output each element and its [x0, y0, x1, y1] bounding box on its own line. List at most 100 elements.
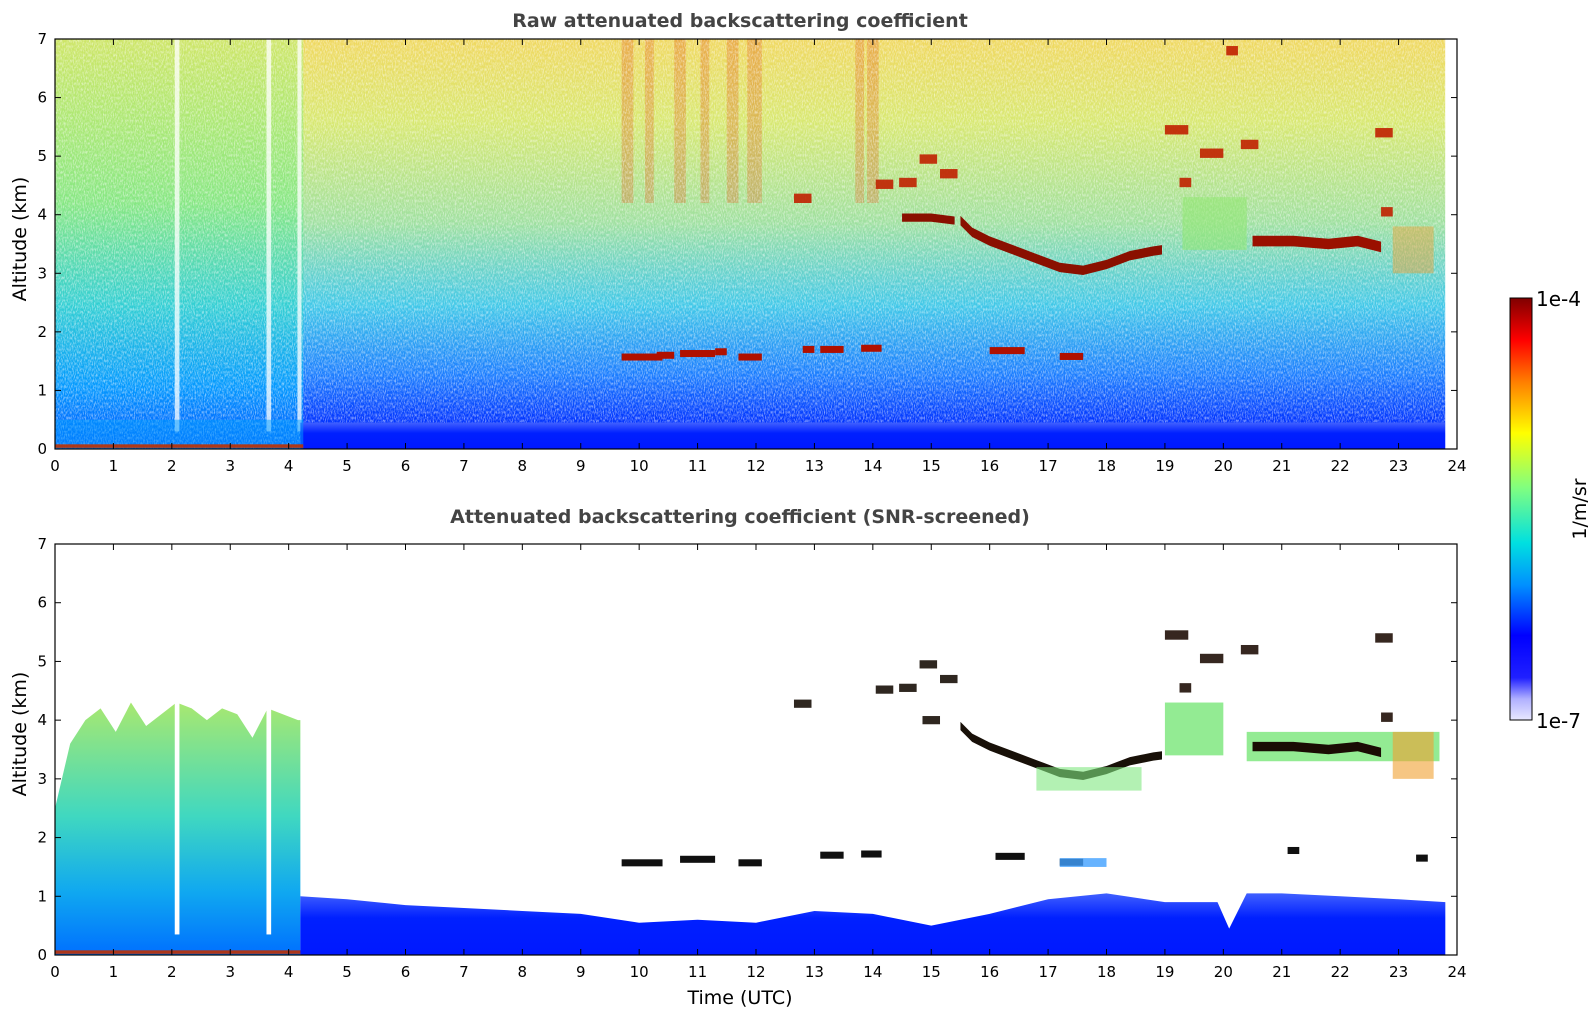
x-tick-label: 18	[1097, 963, 1116, 981]
y-tick-label: 1	[37, 381, 47, 399]
cloud-upper-patch	[1179, 683, 1192, 693]
y-tick-label: 3	[37, 264, 47, 282]
y-tick-label: 0	[37, 946, 47, 964]
y-tick-label: 7	[37, 535, 47, 553]
panel-raw: Raw attenuated backscattering coefficien…	[9, 10, 1467, 475]
cloud-upper-patch	[1226, 46, 1238, 56]
heatmap-gap-streak	[266, 696, 272, 935]
y-tick-label: 2	[37, 323, 47, 341]
cloud-upper-patch	[1375, 128, 1393, 138]
x-tick-label: 20	[1214, 457, 1233, 475]
cloud-low-segment	[680, 350, 716, 358]
y-axis-label-screened: Altitude (km)	[9, 672, 31, 797]
cloud-upper-patch	[1381, 207, 1393, 217]
cloud-low-blue	[1059, 858, 1107, 867]
cloud-haze	[1182, 197, 1247, 250]
panel-screened: Attenuated backscattering coefficient (S…	[9, 506, 1467, 1009]
cloud-upper-patch	[1381, 712, 1393, 722]
cloud-low-segment	[861, 850, 882, 858]
cloud-low-segment	[1287, 846, 1300, 855]
x-tick-label: 9	[576, 963, 586, 981]
cloud-low-segment	[738, 353, 762, 361]
heatmap-surface-line	[55, 444, 304, 448]
y-tick-label: 6	[37, 89, 47, 107]
cloud-upper-patch	[1164, 125, 1189, 135]
y-tick-label: 1	[37, 887, 47, 905]
x-tick-label: 11	[688, 963, 707, 981]
y-tick-label: 0	[37, 440, 47, 458]
x-tick-label: 13	[805, 457, 824, 475]
x-tick-label: 22	[1331, 963, 1350, 981]
x-tick-label: 11	[688, 457, 707, 475]
y-tick-label: 2	[37, 829, 47, 847]
plot-area-raw	[55, 39, 1457, 449]
cloud-patch	[875, 179, 894, 189]
y-tick-label: 5	[37, 652, 47, 670]
plot-frame	[54, 543, 1458, 956]
cloud-low-segment	[715, 348, 727, 356]
x-tick-label: 9	[576, 457, 586, 475]
colorbar: 1e-4 1e-7 1/m/sr	[1509, 287, 1591, 733]
colorbar-max-label: 1e-4	[1536, 287, 1581, 311]
cloud-low-segment	[1416, 854, 1428, 862]
x-tick-label: 16	[980, 963, 999, 981]
cloud-patch	[922, 716, 941, 725]
plot-area-screened	[55, 544, 1457, 955]
x-tick-label: 5	[342, 963, 352, 981]
x-tick-label: 4	[284, 457, 294, 475]
x-tick-label: 0	[50, 457, 60, 475]
x-tick-label: 24	[1447, 963, 1466, 981]
cloud-patch	[899, 177, 917, 188]
cloud-mid-left	[902, 213, 955, 225]
axis-ticks-raw: 0 1 2 3 4 5 6 7 8 9 10 11 12 13 14 15 16 17 18 19 20 21 22 23 24…	[37, 30, 1466, 475]
cloud-mid-arc	[960, 721, 1162, 781]
cloud-patch	[875, 685, 894, 694]
x-tick-label: 21	[1272, 963, 1291, 981]
cloud-patch	[919, 660, 938, 669]
cloud-low-segment	[820, 345, 844, 353]
cloud-low-segment	[820, 851, 844, 859]
x-tick-label: 24	[1447, 457, 1466, 475]
x-tick-label: 1	[109, 457, 119, 475]
cloud-upper-band	[1252, 235, 1382, 253]
x-tick-label: 6	[401, 457, 411, 475]
cloud-mid-haze	[1036, 767, 1142, 791]
x-tick-label: 15	[922, 457, 941, 475]
x-tick-label: 2	[167, 963, 177, 981]
cloud-low-segment	[861, 344, 882, 352]
x-tick-label: 17	[1039, 963, 1058, 981]
cloud-patch	[793, 699, 812, 708]
cloud-patch	[899, 683, 917, 692]
cloud-mid-arc	[960, 215, 1162, 276]
y-tick-label: 7	[37, 30, 47, 48]
x-axis-label-screened: Time (UTC)	[686, 987, 792, 1009]
x-tick-label: 8	[518, 457, 528, 475]
cloud-upper-patch	[1240, 139, 1259, 150]
heatmap-blank-end	[1445, 39, 1457, 449]
cloud-upper-patch	[1199, 653, 1224, 664]
colorbar-gradient	[1509, 297, 1533, 721]
x-tick-label: 18	[1097, 457, 1116, 475]
y-tick-label: 4	[37, 711, 47, 729]
cloud-upper-patch	[1164, 630, 1189, 640]
y-tick-label: 3	[37, 770, 47, 788]
x-tick-label: 7	[459, 457, 469, 475]
x-tick-label: 1	[109, 963, 119, 981]
cloud-low-segment	[995, 852, 1025, 860]
cloud-low-segment	[989, 347, 1025, 355]
x-tick-label: 12	[746, 963, 765, 981]
y-tick-label: 5	[37, 147, 47, 165]
cloud-patch	[919, 154, 938, 164]
cloud-low-segment	[680, 855, 716, 863]
panel-title-screened: Attenuated backscattering coefficient (S…	[450, 506, 1030, 528]
cloud-low-segment	[656, 351, 675, 359]
x-tick-label: 7	[459, 963, 469, 981]
x-tick-label: 20	[1214, 963, 1233, 981]
cloud-patch	[793, 193, 812, 203]
heatmap-gap-streak	[174, 696, 180, 935]
cloud-low-segment	[1059, 352, 1084, 360]
x-tick-label: 21	[1272, 457, 1291, 475]
x-tick-label: 13	[805, 963, 824, 981]
cloud-upper-patch	[1375, 633, 1393, 643]
